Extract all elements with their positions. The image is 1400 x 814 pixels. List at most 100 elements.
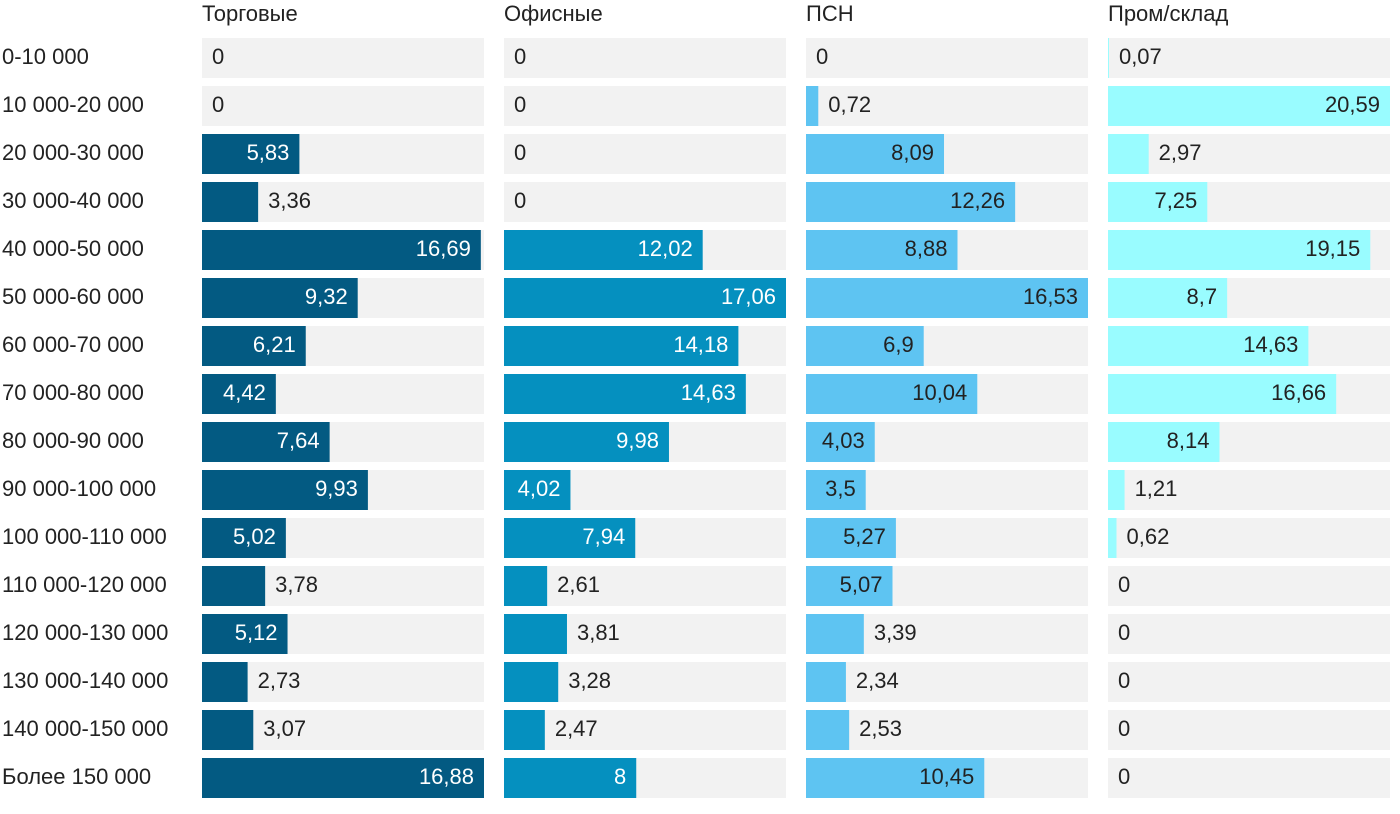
- value-label: 4,42: [223, 380, 266, 405]
- bar: [504, 326, 739, 366]
- value-label: 3,07: [263, 716, 306, 741]
- bar: [806, 182, 1016, 222]
- value-label: 6,21: [253, 332, 296, 357]
- value-label: 9,32: [305, 284, 348, 309]
- bar: [806, 422, 875, 462]
- bar-track: [806, 86, 1088, 126]
- bar-track: [806, 38, 1088, 78]
- value-label: 14,63: [681, 380, 736, 405]
- bar: [202, 326, 306, 366]
- bar: [504, 422, 669, 462]
- category-label: 100 000-110 000: [2, 524, 167, 549]
- category-label: 10 000-20 000: [2, 92, 144, 117]
- value-label: 2,61: [557, 572, 600, 597]
- bar-track: [1108, 758, 1390, 798]
- bar: [806, 134, 945, 174]
- value-label: 0,72: [828, 92, 871, 117]
- value-label: 19,15: [1305, 236, 1360, 261]
- category-label: 130 000-140 000: [2, 668, 168, 693]
- value-label: 20,59: [1325, 92, 1380, 117]
- value-label: 0: [514, 188, 526, 213]
- category-label: 90 000-100 000: [2, 476, 156, 501]
- bar: [1108, 326, 1309, 366]
- category-label: Более 150 000: [2, 764, 151, 789]
- bar-track: [806, 662, 1088, 702]
- bar: [202, 710, 254, 750]
- value-label: 3,28: [568, 668, 611, 693]
- value-label: 8,88: [905, 236, 948, 261]
- value-label: 4,03: [822, 428, 865, 453]
- category-label: 60 000-70 000: [2, 332, 144, 357]
- panel-title: Пром/склад: [1108, 1, 1228, 26]
- bar-track: [1108, 614, 1390, 654]
- bar: [202, 278, 358, 318]
- value-label: 8,09: [891, 140, 934, 165]
- category-label: 70 000-80 000: [2, 380, 144, 405]
- value-label: 0: [514, 44, 526, 69]
- bar-track: [1108, 566, 1390, 606]
- bar: [1108, 422, 1220, 462]
- bar-track: [1108, 470, 1390, 510]
- category-label: 80 000-90 000: [2, 428, 144, 453]
- bar: [202, 182, 259, 222]
- value-label: 12,02: [638, 236, 693, 261]
- bar: [202, 662, 248, 702]
- value-label: 2,73: [258, 668, 301, 693]
- value-label: 1,21: [1135, 476, 1178, 501]
- bar: [806, 326, 924, 366]
- bar-track: [504, 134, 786, 174]
- value-label: 10,45: [919, 764, 974, 789]
- value-label: 3,36: [268, 188, 311, 213]
- bar: [1108, 230, 1371, 270]
- bar: [806, 566, 893, 606]
- bar-track: [1108, 518, 1390, 558]
- value-label: 0: [1118, 572, 1130, 597]
- value-label: 3,78: [275, 572, 318, 597]
- value-label: 5,27: [843, 524, 886, 549]
- value-label: 16,69: [416, 236, 471, 261]
- bar: [806, 710, 850, 750]
- value-label: 2,34: [856, 668, 899, 693]
- bar: [806, 470, 866, 510]
- bar: [202, 230, 481, 270]
- value-label: 17,06: [721, 284, 776, 309]
- bar: [1108, 374, 1337, 414]
- bar: [504, 470, 571, 510]
- value-label: 5,02: [233, 524, 276, 549]
- value-label: 2,47: [555, 716, 598, 741]
- bar-track: [504, 182, 786, 222]
- bar: [202, 758, 484, 798]
- bar: [202, 566, 266, 606]
- bar: [806, 86, 819, 126]
- value-label: 7,64: [277, 428, 320, 453]
- value-label: 16,53: [1023, 284, 1078, 309]
- bar: [806, 758, 985, 798]
- bar-track: [1108, 662, 1390, 702]
- bar: [806, 662, 846, 702]
- value-label: 14,63: [1243, 332, 1298, 357]
- bar: [504, 758, 637, 798]
- category-label: 30 000-40 000: [2, 188, 144, 213]
- bar: [504, 374, 746, 414]
- value-label: 8,7: [1187, 284, 1218, 309]
- bar-track: [1108, 38, 1390, 78]
- bar: [1108, 182, 1208, 222]
- value-label: 0: [212, 44, 224, 69]
- bar-track: [202, 662, 484, 702]
- bar: [806, 614, 864, 654]
- value-label: 3,39: [874, 620, 917, 645]
- value-label: 16,88: [419, 764, 474, 789]
- bar: [202, 422, 330, 462]
- bar: [1108, 470, 1125, 510]
- value-label: 0: [816, 44, 828, 69]
- bar: [504, 710, 545, 750]
- value-label: 0: [212, 92, 224, 117]
- value-label: 2,53: [859, 716, 902, 741]
- value-label: 0,07: [1119, 44, 1162, 69]
- bar-track: [504, 86, 786, 126]
- value-label: 8: [614, 764, 626, 789]
- panel-title: Офисные: [504, 1, 603, 26]
- value-label: 9,93: [315, 476, 358, 501]
- value-label: 3,81: [577, 620, 620, 645]
